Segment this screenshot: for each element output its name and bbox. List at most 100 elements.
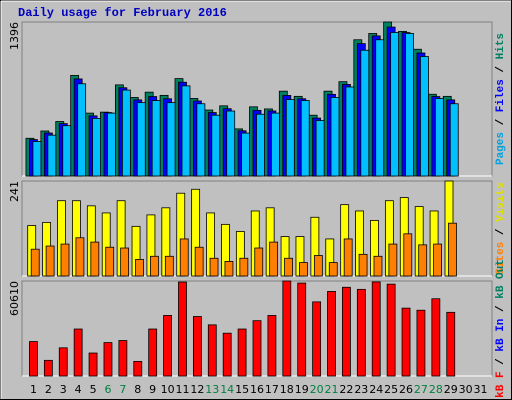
bar bbox=[403, 233, 413, 277]
bar bbox=[207, 324, 217, 377]
bar bbox=[62, 125, 72, 177]
legend-entry: Files bbox=[495, 79, 507, 112]
x-tick-label: 19 bbox=[295, 383, 309, 396]
legend-entry: Hits bbox=[495, 33, 507, 59]
bar bbox=[30, 248, 40, 277]
bar bbox=[375, 39, 385, 177]
bar bbox=[105, 246, 115, 277]
bar bbox=[327, 291, 336, 377]
bar bbox=[449, 103, 459, 177]
bar bbox=[179, 238, 189, 277]
legend-separator: / bbox=[495, 112, 507, 132]
bar bbox=[388, 243, 398, 277]
bar bbox=[267, 315, 277, 377]
bar bbox=[282, 280, 292, 377]
x-tick-label: 20 bbox=[310, 383, 324, 396]
legend-entry: Visits bbox=[495, 182, 507, 222]
legend-separator: / bbox=[495, 352, 507, 372]
chart-title: Daily usage for February 2016 bbox=[18, 6, 227, 20]
legend-entry: Sites bbox=[495, 242, 507, 275]
legend: Pages / Files / Hits bbox=[495, 33, 507, 165]
bar bbox=[135, 259, 144, 277]
bar bbox=[254, 247, 264, 277]
bar bbox=[313, 255, 323, 277]
x-tick-label: 27 bbox=[414, 383, 428, 396]
bar bbox=[151, 100, 161, 177]
bar bbox=[241, 132, 250, 177]
bar bbox=[239, 257, 249, 277]
bar bbox=[194, 246, 204, 277]
bar bbox=[342, 286, 351, 377]
bar bbox=[328, 262, 338, 277]
x-tick-label: 11 bbox=[175, 383, 189, 396]
bar bbox=[297, 282, 307, 377]
bar bbox=[121, 89, 131, 177]
legend-entry: kB In bbox=[495, 319, 507, 352]
bar bbox=[256, 113, 265, 177]
bar bbox=[224, 261, 234, 277]
legend-entry: Pages bbox=[495, 132, 507, 165]
bar bbox=[360, 49, 370, 177]
bar bbox=[300, 100, 310, 177]
bar bbox=[420, 56, 429, 177]
bar bbox=[75, 237, 85, 277]
bar bbox=[43, 359, 53, 377]
x-tick-label: 6 bbox=[104, 383, 111, 396]
bar bbox=[237, 328, 247, 377]
bar bbox=[166, 102, 176, 177]
bar bbox=[285, 99, 295, 177]
bar bbox=[433, 243, 442, 277]
legend-entry: kB Out bbox=[495, 259, 507, 299]
y-tick-label: 1396 bbox=[8, 22, 21, 50]
bar bbox=[136, 102, 146, 177]
bar bbox=[192, 316, 202, 377]
legend: kB F / kB In / kB Out bbox=[495, 259, 507, 398]
x-tick-label: 18 bbox=[280, 383, 294, 396]
x-tick-label: 22 bbox=[339, 383, 353, 396]
bar bbox=[47, 134, 57, 177]
bar bbox=[345, 86, 355, 177]
x-tick-label: 17 bbox=[265, 383, 279, 396]
y-tick-label: 60610 bbox=[8, 281, 21, 316]
x-tick-label: 14 bbox=[220, 383, 234, 396]
bar bbox=[405, 33, 414, 177]
bar bbox=[299, 262, 308, 277]
bar bbox=[73, 328, 83, 377]
bar bbox=[434, 98, 444, 177]
legend-separator: / bbox=[495, 299, 507, 319]
x-tick-label: 29 bbox=[444, 383, 458, 396]
x-tick-label: 30 bbox=[459, 383, 473, 396]
bar bbox=[29, 341, 38, 377]
bar bbox=[92, 118, 101, 177]
x-tick-label: 16 bbox=[250, 383, 264, 396]
bar bbox=[448, 222, 457, 277]
bar bbox=[330, 97, 340, 177]
bar bbox=[386, 283, 396, 377]
bar bbox=[343, 238, 353, 277]
bar bbox=[196, 103, 206, 177]
bar bbox=[371, 281, 381, 377]
bar bbox=[181, 85, 191, 177]
legend-separator: / bbox=[495, 222, 507, 242]
bar bbox=[269, 241, 279, 277]
bar bbox=[178, 281, 187, 377]
x-tick-label: 8 bbox=[134, 383, 141, 396]
bar bbox=[416, 309, 426, 377]
bar bbox=[390, 32, 400, 177]
legend: Sites / Visits bbox=[495, 182, 507, 274]
x-tick-label: 24 bbox=[369, 383, 383, 396]
bar bbox=[120, 247, 130, 277]
bar bbox=[358, 253, 368, 277]
bar bbox=[164, 255, 174, 277]
bar bbox=[312, 301, 322, 377]
x-tick-label: 28 bbox=[429, 383, 443, 396]
bar bbox=[431, 298, 441, 377]
x-tick-label: 23 bbox=[354, 383, 368, 396]
bar bbox=[211, 114, 221, 177]
x-tick-label: 21 bbox=[325, 383, 339, 396]
bar bbox=[77, 83, 87, 177]
x-tick-label: 3 bbox=[60, 383, 67, 396]
x-tick-label: 13 bbox=[205, 383, 219, 396]
x-tick-label: 12 bbox=[190, 383, 204, 396]
bar bbox=[284, 257, 293, 277]
